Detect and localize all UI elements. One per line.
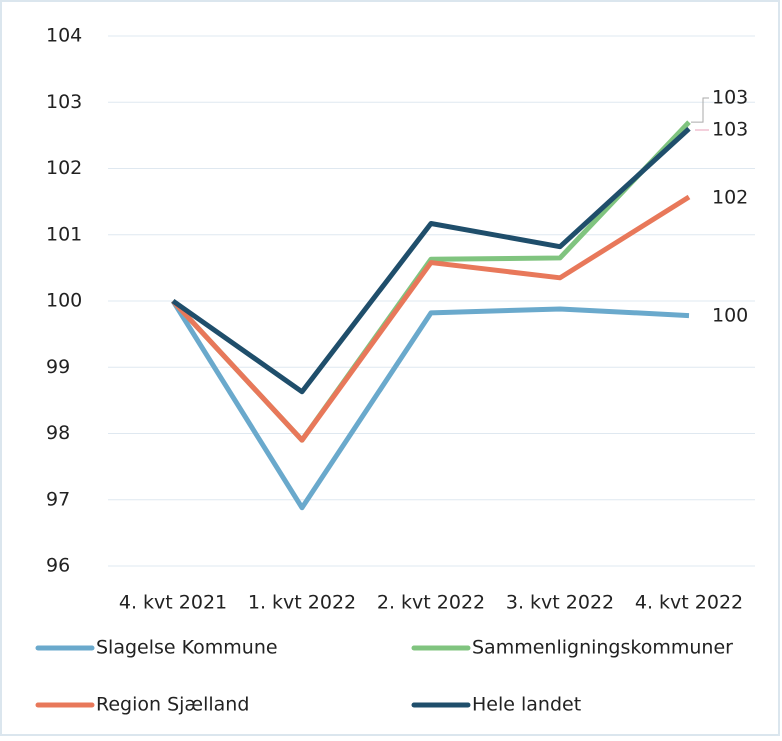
y-tick-label: 102 <box>46 157 82 179</box>
y-tick-label: 101 <box>46 223 82 245</box>
label-leader <box>691 97 709 123</box>
data-label: 100 <box>712 305 748 327</box>
legend-label: Region Sjælland <box>96 694 249 716</box>
series-line <box>170 299 690 511</box>
y-tick-label: 99 <box>46 356 70 378</box>
series-line <box>171 126 691 395</box>
data-label: 102 <box>712 187 748 209</box>
x-tick-label: 3. kvt 2022 <box>506 592 614 614</box>
y-tick-label: 98 <box>46 422 70 444</box>
legend-label: Slagelse Kommune <box>96 637 278 659</box>
y-tick-label: 100 <box>46 290 82 312</box>
y-tick-label: 104 <box>46 25 82 47</box>
x-tick-label: 4. kvt 2021 <box>119 592 227 614</box>
y-tick-label: 96 <box>46 555 70 577</box>
x-tick-label: 2. kvt 2022 <box>377 592 485 614</box>
x-tick-label: 4. kvt 2022 <box>635 592 743 614</box>
series-line <box>171 194 691 443</box>
legend-label: Hele landet <box>472 694 581 716</box>
y-tick-label: 103 <box>46 91 82 113</box>
legend-label: Sammenligningskommuner <box>472 637 733 659</box>
data-label: 103 <box>712 119 748 141</box>
y-tick-label: 97 <box>46 488 70 510</box>
data-label: 103 <box>712 87 748 109</box>
x-tick-label: 1. kvt 2022 <box>248 592 356 614</box>
